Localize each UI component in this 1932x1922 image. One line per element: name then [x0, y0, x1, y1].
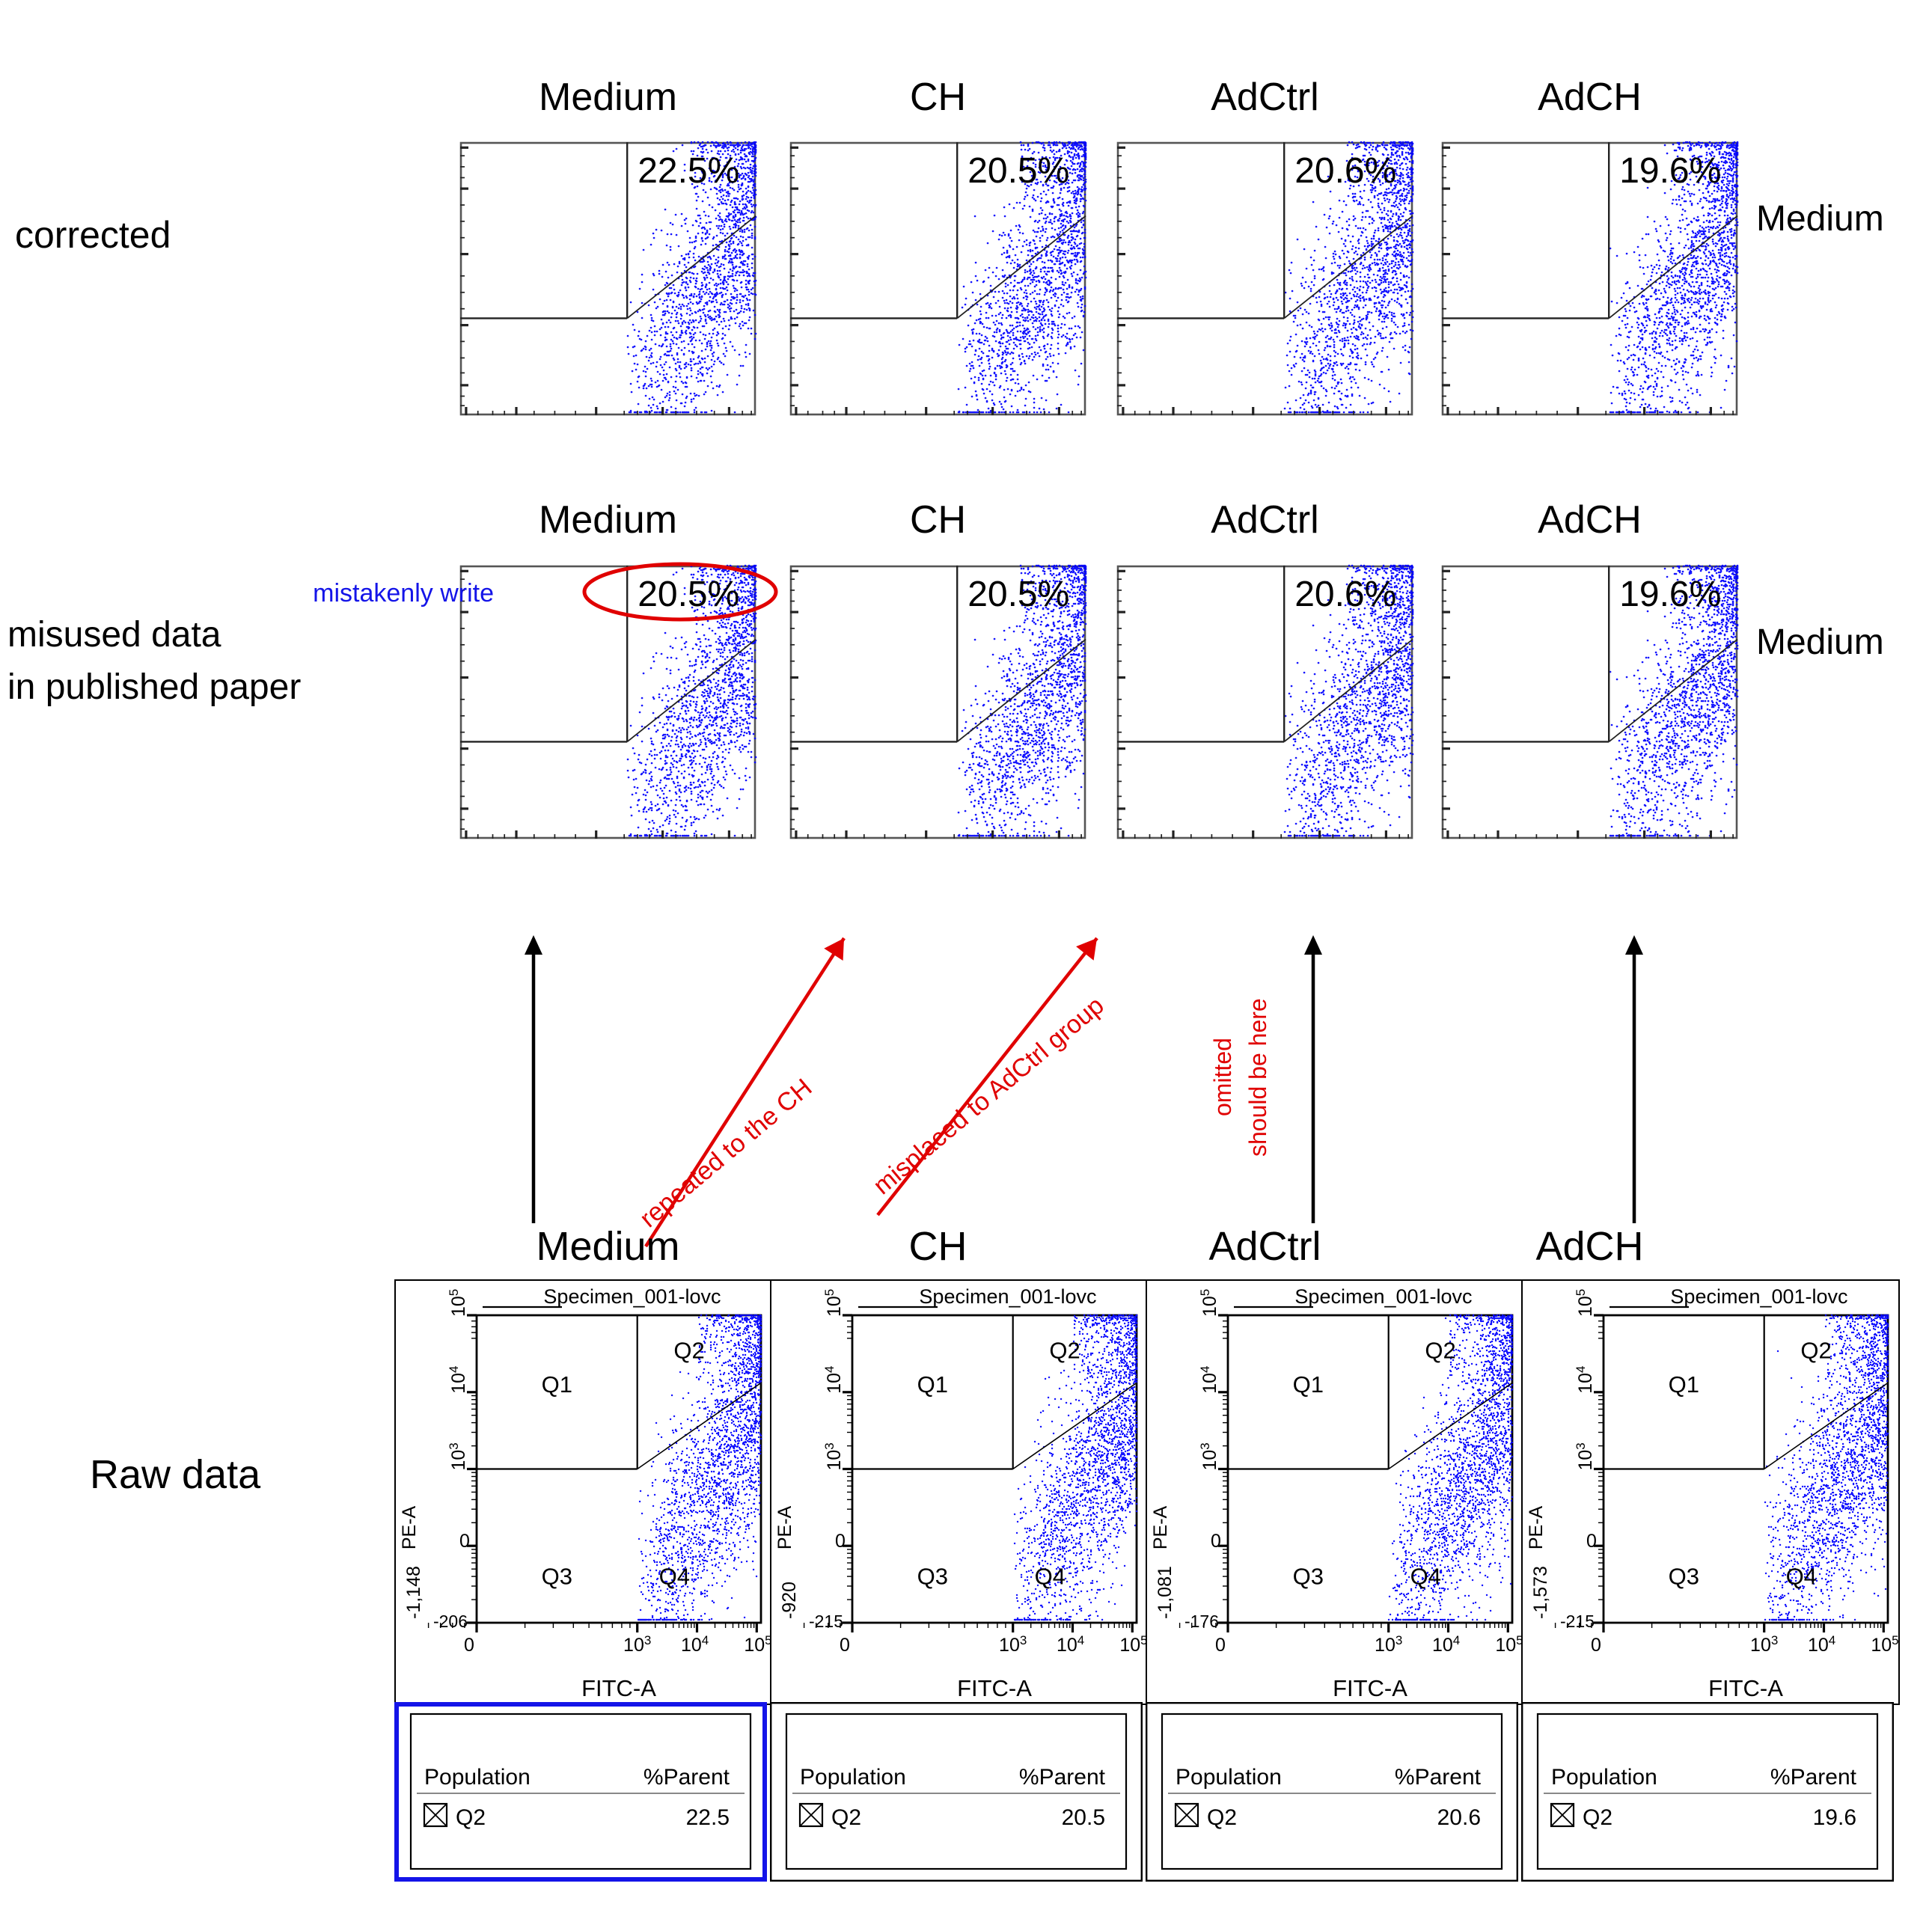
svg-text:Q4: Q4 — [1786, 1564, 1817, 1590]
svg-text:FITC-A: FITC-A — [581, 1675, 656, 1701]
svg-text:19.6: 19.6 — [1813, 1805, 1856, 1830]
svg-text:Q1: Q1 — [1293, 1371, 1324, 1398]
svg-text:Q4: Q4 — [1035, 1564, 1066, 1590]
svg-text:Q2: Q2 — [1800, 1338, 1831, 1364]
svg-text:19.6%: 19.6% — [1619, 151, 1721, 191]
svg-text:Specimen_001-lovc: Specimen_001-lovc — [1670, 1285, 1847, 1308]
svg-text:Q1: Q1 — [542, 1371, 572, 1398]
svg-text:0: 0 — [1211, 1531, 1221, 1552]
svg-text:-176: -176 — [1184, 1612, 1219, 1631]
svg-text:0: 0 — [1591, 1635, 1601, 1656]
svg-text:0: 0 — [835, 1531, 846, 1552]
svg-text:20.6%: 20.6% — [1294, 151, 1396, 191]
svg-text:Specimen_001-lovc: Specimen_001-lovc — [1294, 1285, 1472, 1308]
svg-text:Q4: Q4 — [659, 1564, 690, 1590]
svg-text:FITC-A: FITC-A — [957, 1675, 1032, 1701]
svg-text:0: 0 — [840, 1635, 850, 1656]
svg-text:%Parent: %Parent — [644, 1765, 730, 1790]
svg-text:Q3: Q3 — [1293, 1564, 1324, 1590]
svg-text:19.6%: 19.6% — [1619, 575, 1721, 614]
svg-text:-1,573: -1,573 — [1530, 1566, 1551, 1619]
svg-text:-215: -215 — [1560, 1612, 1595, 1631]
svg-text:Q2: Q2 — [831, 1805, 861, 1830]
svg-text:0: 0 — [1586, 1531, 1597, 1552]
svg-text:22.5: 22.5 — [686, 1805, 730, 1830]
svg-text:Population: Population — [424, 1765, 531, 1790]
svg-text:%Parent: %Parent — [1395, 1765, 1482, 1790]
svg-text:Q2: Q2 — [1583, 1805, 1612, 1830]
svg-text:-206: -206 — [433, 1612, 468, 1631]
svg-text:PE-A: PE-A — [774, 1505, 795, 1549]
svg-text:Specimen_001-lovc: Specimen_001-lovc — [919, 1285, 1096, 1308]
svg-text:Q2: Q2 — [1425, 1338, 1455, 1364]
svg-text:%Parent: %Parent — [1019, 1765, 1106, 1790]
svg-text:20.6: 20.6 — [1437, 1805, 1481, 1830]
svg-text:-1,081: -1,081 — [1155, 1566, 1176, 1619]
svg-text:Q1: Q1 — [917, 1371, 948, 1398]
svg-text:PE-A: PE-A — [1150, 1505, 1171, 1549]
svg-text:Population: Population — [1551, 1765, 1657, 1790]
svg-text:Specimen_001-lovc: Specimen_001-lovc — [543, 1285, 721, 1308]
svg-text:PE-A: PE-A — [1526, 1505, 1547, 1549]
svg-text:20.6%: 20.6% — [1294, 575, 1396, 614]
svg-text:Q2: Q2 — [456, 1805, 486, 1830]
svg-text:-215: -215 — [809, 1612, 843, 1631]
svg-text:Q2: Q2 — [1207, 1805, 1237, 1830]
svg-text:20.5: 20.5 — [1062, 1805, 1105, 1830]
svg-text:Q2: Q2 — [673, 1338, 704, 1364]
svg-text:Population: Population — [1176, 1765, 1282, 1790]
svg-text:0: 0 — [464, 1635, 474, 1656]
svg-text:FITC-A: FITC-A — [1333, 1675, 1407, 1701]
svg-text:Q3: Q3 — [917, 1564, 948, 1590]
svg-text:Q3: Q3 — [1669, 1564, 1699, 1590]
svg-text:20.5%: 20.5% — [967, 151, 1069, 191]
svg-text:Q1: Q1 — [1669, 1371, 1699, 1398]
svg-text:Q3: Q3 — [542, 1564, 572, 1590]
svg-text:Q4: Q4 — [1410, 1564, 1441, 1590]
svg-text:20.5%: 20.5% — [967, 575, 1069, 614]
svg-text:FITC-A: FITC-A — [1708, 1675, 1783, 1701]
svg-text:-920: -920 — [779, 1582, 800, 1619]
svg-text:PE-A: PE-A — [399, 1505, 420, 1549]
svg-text:Q2: Q2 — [1049, 1338, 1080, 1364]
svg-text:22.5%: 22.5% — [638, 151, 739, 191]
svg-text:0: 0 — [459, 1531, 470, 1552]
svg-text:-1,148: -1,148 — [403, 1566, 424, 1619]
svg-text:0: 0 — [1215, 1635, 1226, 1656]
svg-text:Population: Population — [800, 1765, 906, 1790]
svg-text:%Parent: %Parent — [1770, 1765, 1857, 1790]
